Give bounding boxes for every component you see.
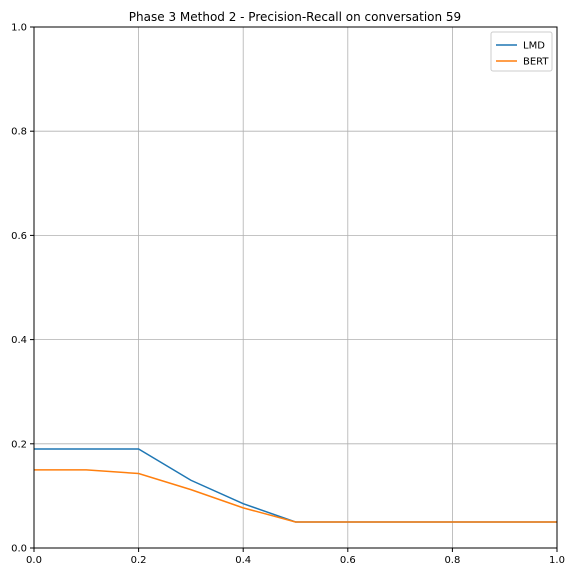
- series-line-bert: [34, 469, 557, 523]
- legend-label-lmd: LMD: [523, 41, 545, 52]
- x-tick-label: 0.0: [26, 555, 42, 566]
- x-tick-label: 1.0: [549, 555, 565, 566]
- legend: LMD BERT: [490, 31, 553, 72]
- y-tick-label: 0.2: [11, 439, 27, 450]
- series-lines: [34, 448, 557, 523]
- y-tick-label: 0.6: [11, 231, 27, 242]
- y-tick-label: 1.0: [11, 23, 27, 34]
- y-tick-label: 0.0: [11, 544, 27, 555]
- x-tick-label: 0.8: [444, 555, 460, 566]
- plot-frame: [33, 26, 558, 549]
- x-tick-label: 0.6: [340, 555, 356, 566]
- chart-title: Phase 3 Method 2 - Precision-Recall on c…: [129, 10, 461, 24]
- x-tick-label: 0.4: [235, 555, 251, 566]
- x-tick-label: 0.2: [131, 555, 147, 566]
- y-tick-label: 0.8: [11, 127, 27, 138]
- legend-label-bert: BERT: [523, 57, 549, 68]
- axis-ticks: 0.0 0.2 0.4 0.6 0.8 1.0 0.0 0.2 0.4 0.6 0.8 1.0: [11, 23, 565, 567]
- y-tick-label: 0.4: [11, 335, 27, 346]
